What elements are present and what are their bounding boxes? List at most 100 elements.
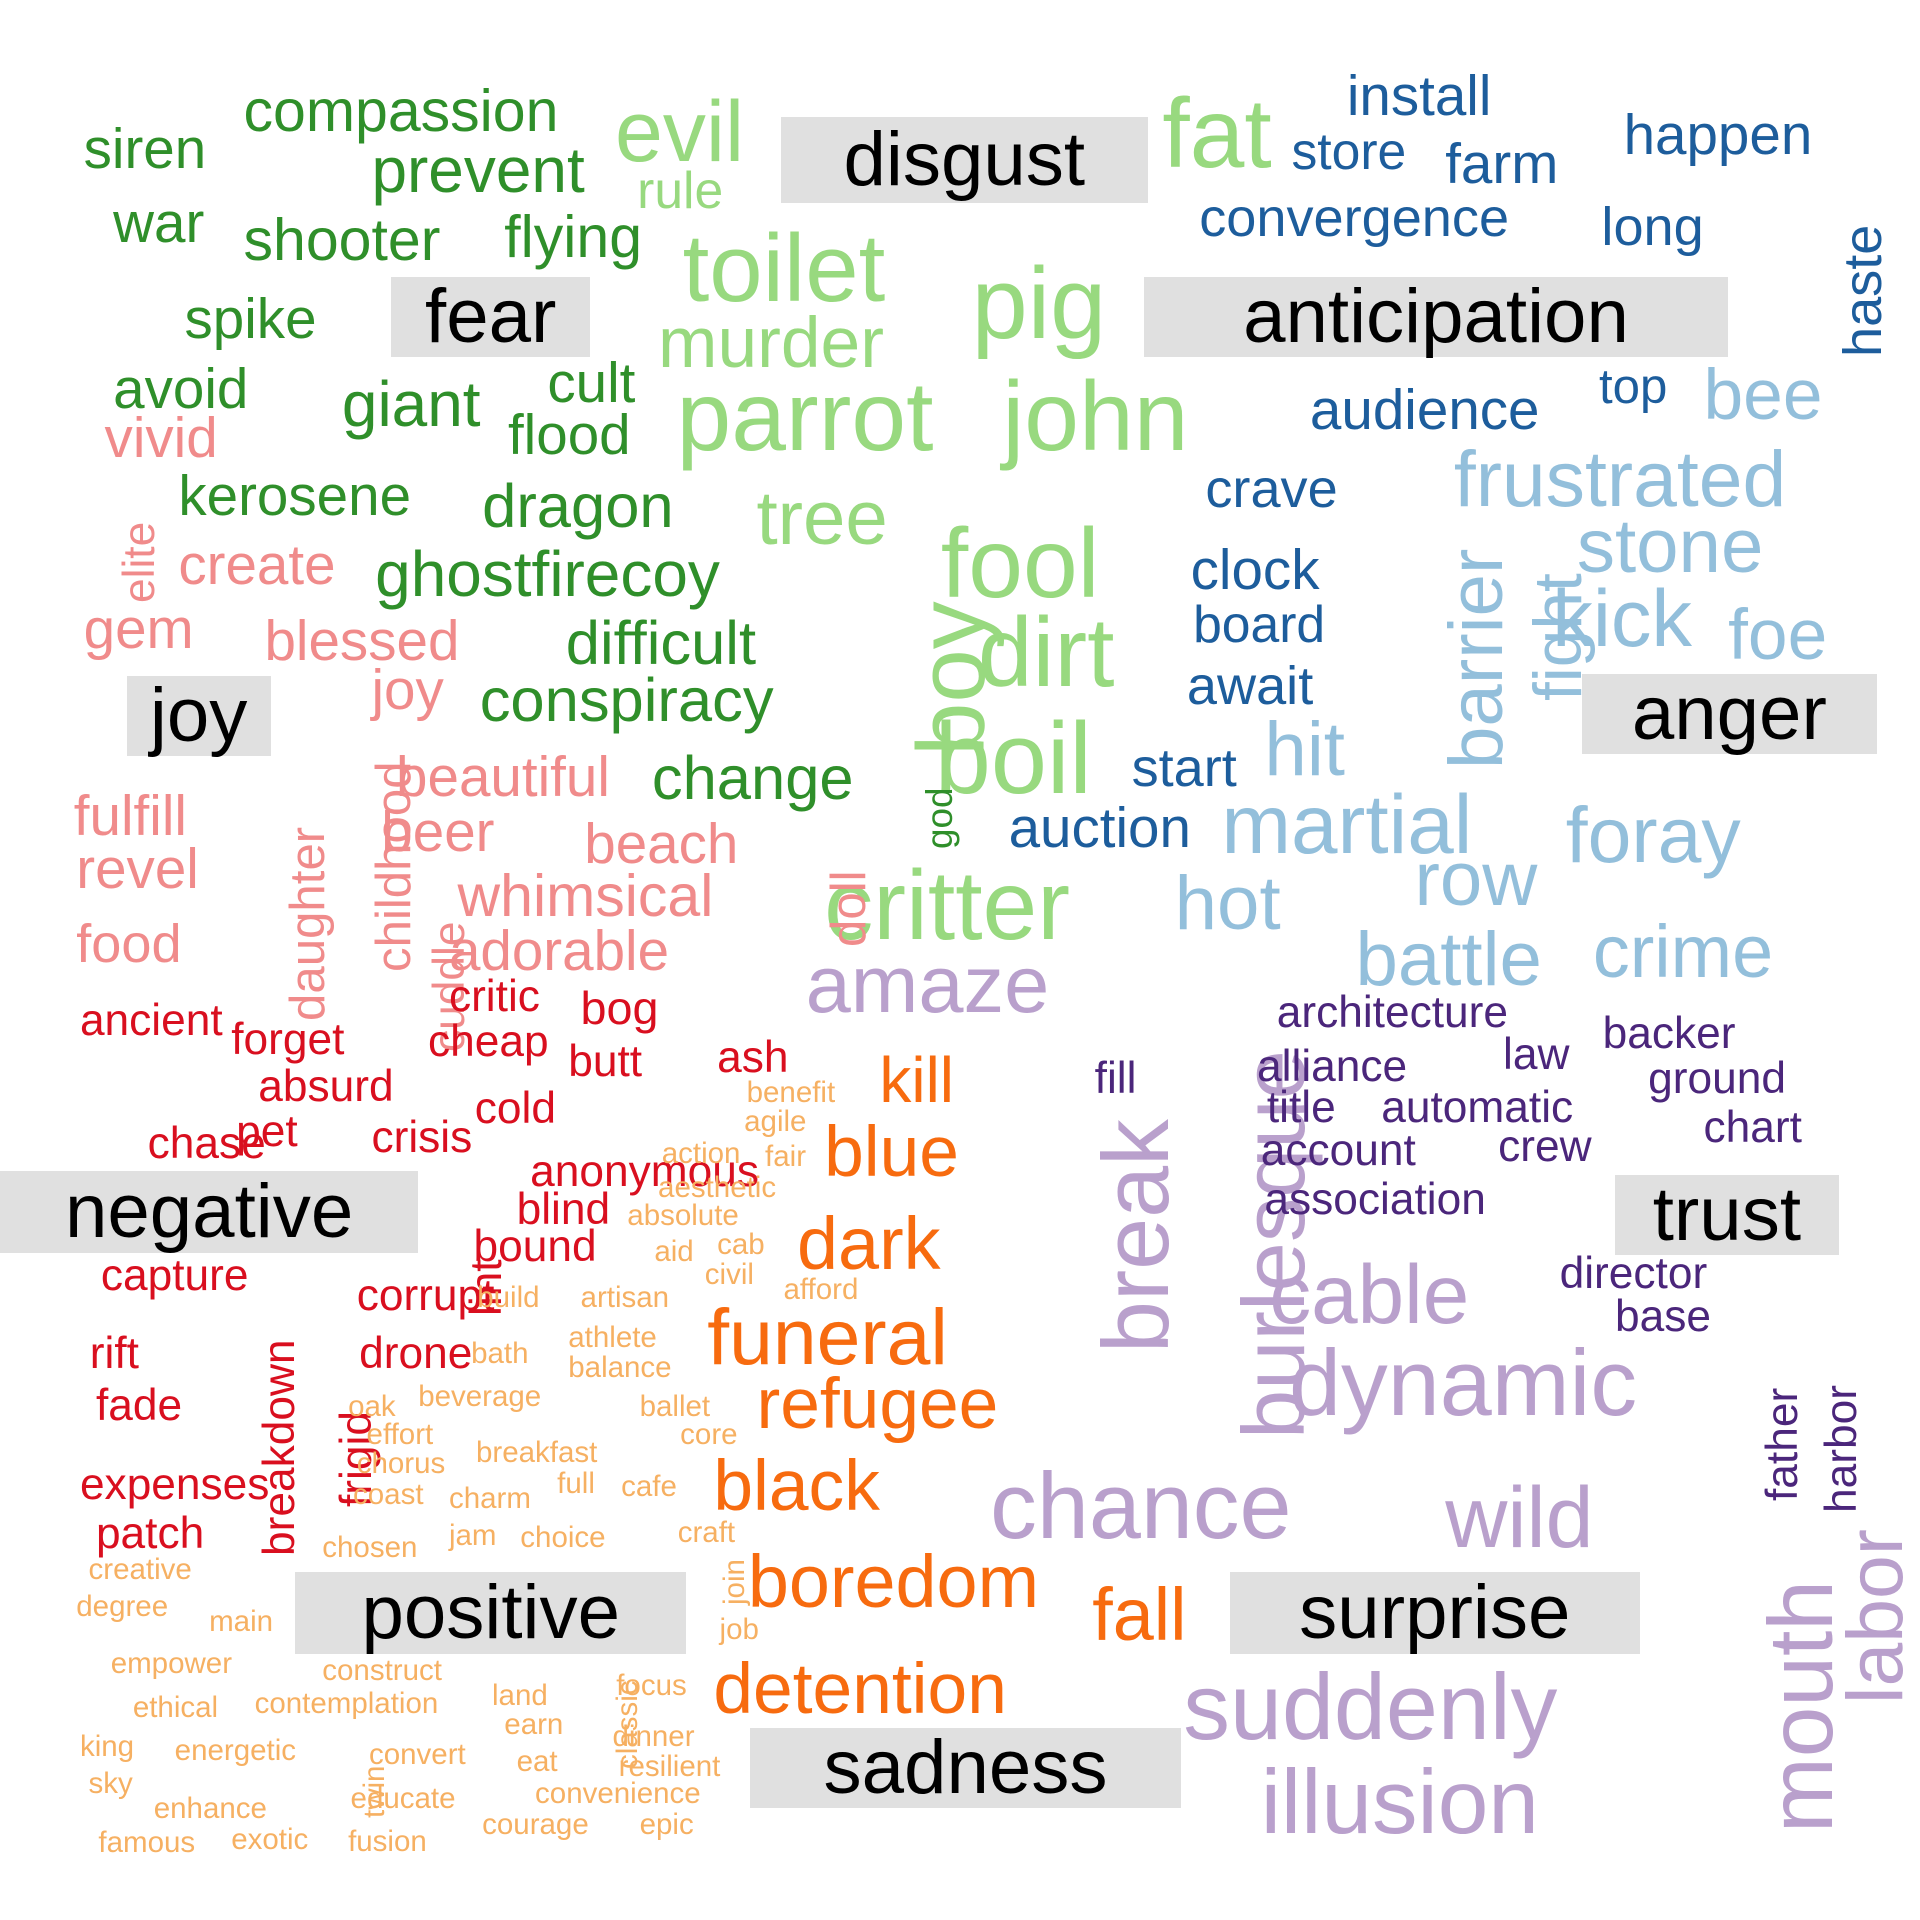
word-positive-enhance: enhance (153, 1791, 267, 1825)
word-joy-fulfill: fulfill (73, 783, 187, 847)
word-joy-beach: beach (584, 812, 739, 876)
word-anticipation-await: await (1186, 655, 1314, 716)
category-label-trust: trust (1614, 1174, 1839, 1255)
word-joy-beer: beer (381, 799, 495, 863)
word-negative-cold: cold (474, 1083, 556, 1133)
word-negative-forget: forget (231, 1014, 345, 1064)
word-sadness-boredom: boredom (747, 1539, 1040, 1623)
word-negative-butt: butt (568, 1037, 643, 1087)
word-sadness-black: black (713, 1446, 880, 1527)
word-fear-change: change (651, 743, 854, 813)
word-positive-effort: effort (366, 1417, 434, 1451)
word-negative-drone: drone (359, 1328, 473, 1378)
word-anger-martial: martial (1221, 777, 1473, 872)
word-positive-athlete: athlete (568, 1320, 657, 1354)
word-disgust-boil: boil (934, 702, 1092, 815)
word-anger-kick: kick (1552, 573, 1692, 664)
word-sadness-funeral: funeral (707, 1293, 948, 1382)
word-negative-ash: ash (717, 1033, 789, 1083)
word-sadness-detention: detention (713, 1649, 1007, 1730)
word-trust-father: father (1758, 1387, 1808, 1501)
word-trust-architecture: architecture (1276, 987, 1508, 1037)
word-disgust-fat: fat (1162, 77, 1272, 188)
word-positive-sky: sky (88, 1767, 133, 1801)
word-positive-convert: convert (368, 1737, 466, 1771)
word-positive-craft: craft (677, 1516, 736, 1550)
word-trust-fill: fill (1094, 1054, 1137, 1104)
word-positive-energetic: energetic (174, 1733, 297, 1767)
word-positive-oak: oak (348, 1389, 396, 1423)
word-joy-revel: revel (76, 836, 199, 900)
word-surprise-break: break (1082, 1119, 1188, 1353)
word-trust-automatic: automatic (1381, 1082, 1574, 1132)
word-positive-aesthetic: aesthetic (658, 1170, 777, 1204)
word-surprise-dynamic: dynamic (1289, 1330, 1638, 1436)
word-positive-convenience: convenience (535, 1777, 701, 1811)
word-surprise-amaze: amaze (805, 940, 1050, 1031)
word-positive-agile: agile (744, 1105, 807, 1139)
word-disgust-dirt: dirt (977, 596, 1115, 707)
word-positive-earn: earn (504, 1708, 564, 1742)
word-positive-resilient: resilient (618, 1749, 721, 1783)
category-label-joy: joy (126, 676, 271, 757)
word-positive-empower: empower (110, 1646, 233, 1680)
word-positive-courage: courage (482, 1807, 589, 1841)
word-anticipation-farm: farm (1445, 132, 1559, 196)
word-negative-corrupt: corrupt (356, 1270, 495, 1320)
word-fear-prevent: prevent (371, 134, 585, 207)
word-disgust-evil: evil (614, 83, 745, 180)
word-positive-jam: jam (448, 1518, 497, 1552)
word-positive-afford: afford (783, 1272, 859, 1306)
word-trust-account: account (1260, 1125, 1416, 1175)
word-positive-fair: fair (765, 1139, 807, 1173)
word-fear-flying: flying (504, 203, 643, 270)
word-negative-anonymous: anonymous (530, 1146, 759, 1196)
word-positive-land: land (491, 1678, 548, 1712)
word-disgust-murder: murder (658, 303, 884, 384)
word-positive-exotic: exotic (231, 1822, 309, 1856)
word-positive-creative: creative (88, 1553, 192, 1587)
word-positive-contemplation: contemplation (254, 1687, 439, 1721)
word-anger-row: row (1414, 836, 1538, 922)
word-joy-beautiful: beautiful (396, 744, 610, 808)
word-anticipation-store: store (1291, 121, 1407, 180)
word-positive-charm: charm (448, 1481, 531, 1515)
word-trust-director: director (1559, 1248, 1708, 1298)
word-positive-aid: aid (654, 1234, 694, 1268)
word-positive-ballet: ballet (639, 1389, 711, 1423)
word-surprise-illusion: illusion (1260, 1751, 1539, 1853)
word-positive-full: full (557, 1467, 595, 1501)
word-positive-eat: eat (516, 1745, 558, 1779)
word-joy-vivid: vivid (104, 406, 218, 470)
word-trust-association: association (1264, 1174, 1486, 1224)
word-anticipation-long: long (1601, 196, 1704, 257)
word-anger-battle: battle (1355, 916, 1542, 1002)
word-disgust-rule: rule (637, 161, 724, 220)
word-fear-conspiracy: conspiracy (479, 666, 774, 736)
word-negative-bog: bog (580, 981, 659, 1034)
word-anticipation-convergence: convergence (1199, 188, 1510, 249)
word-anticipation-clock: clock (1190, 537, 1320, 601)
word-anger-crime: crime (1592, 910, 1774, 994)
word-negative-pet: pet (236, 1107, 298, 1157)
word-negative-expenses: expenses (79, 1460, 270, 1510)
word-trust-base: base (1614, 1291, 1711, 1341)
word-positive-breakfast: breakfast (476, 1436, 598, 1470)
word-disgust-fool: fool (940, 508, 1100, 619)
word-trust-title: title (1266, 1082, 1336, 1132)
word-positive-action: action (661, 1137, 741, 1171)
word-fear-shooter: shooter (243, 207, 441, 274)
word-anger-foray: foray (1565, 791, 1741, 880)
word-positive-coast: coast (353, 1478, 424, 1512)
word-joy-joy: joy (371, 658, 444, 722)
word-positive-ethical: ethical (132, 1690, 219, 1724)
word-positive-absolute: absolute (627, 1198, 739, 1232)
word-positive-chorus: chorus (356, 1447, 446, 1481)
category-label-anticipation: anticipation (1143, 276, 1729, 357)
word-positive-king: king (79, 1730, 135, 1764)
word-anger-barrier: barrier (1434, 548, 1520, 769)
word-negative-fade: fade (95, 1381, 183, 1431)
word-joy-gem: gem (83, 596, 194, 660)
word-trust-alliance: alliance (1257, 1041, 1408, 1091)
